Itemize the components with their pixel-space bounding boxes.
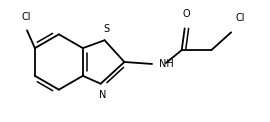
Text: N: N — [99, 90, 106, 100]
Text: Cl: Cl — [235, 13, 245, 23]
Text: Cl: Cl — [21, 12, 31, 22]
Text: O: O — [183, 10, 190, 20]
Text: NH: NH — [159, 59, 174, 69]
Text: S: S — [103, 24, 110, 34]
